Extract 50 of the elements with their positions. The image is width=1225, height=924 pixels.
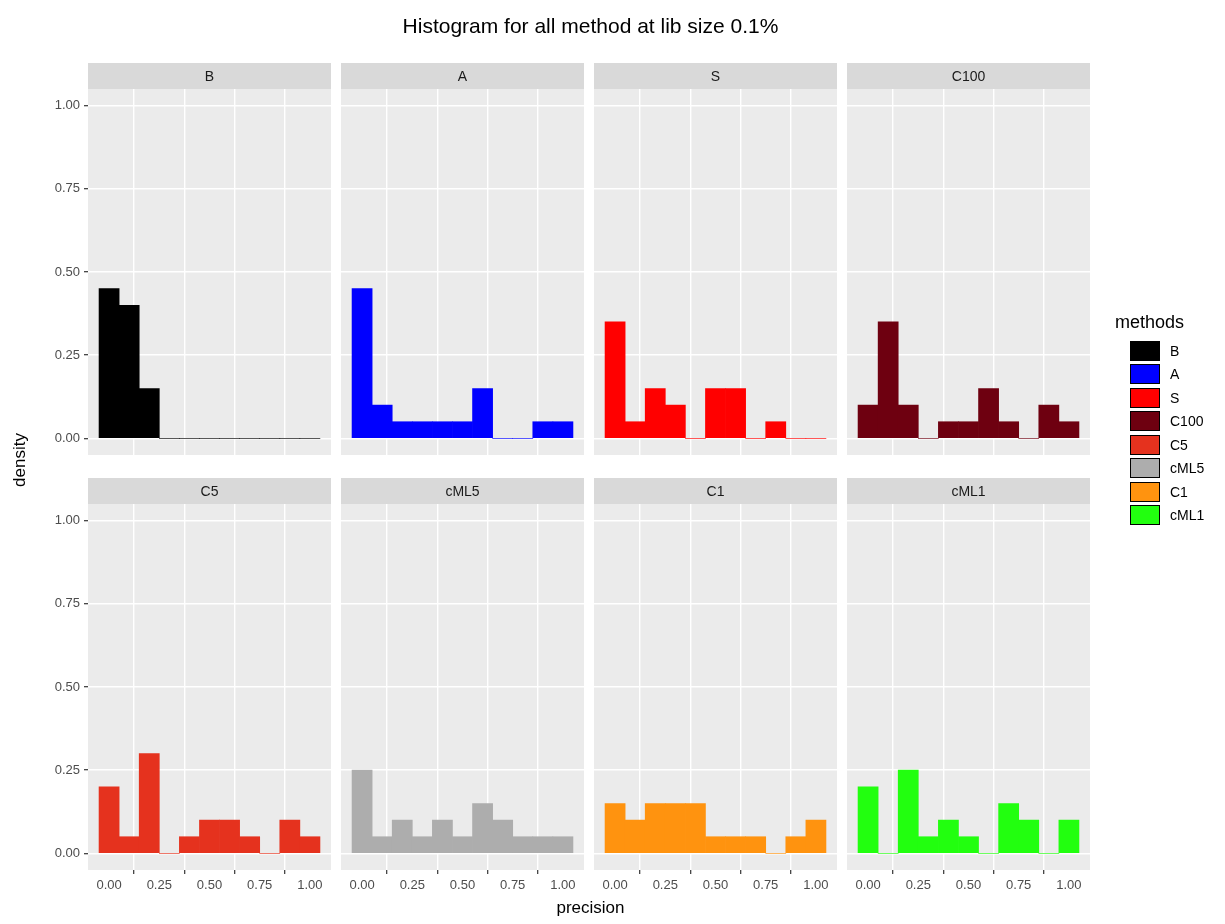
x-tick-label: 0.50 [196,877,223,893]
x-tick-label: 0.75 [753,877,779,893]
x-tick-label: 0.25 [399,877,425,893]
y-tick-label: 1.00 [54,97,80,113]
x-tick-label: 0.50 [955,877,982,893]
text: B [204,68,215,84]
x-tick-label: 0.75 [247,877,273,893]
x-tick-label: 0.00 [96,877,122,893]
text: C5 [200,483,219,499]
legend-label: cML1 [1170,507,1205,524]
text: C1 [706,483,725,499]
x-tick-label: 0.00 [855,877,881,893]
x-tick-label: 1.00 [550,877,576,893]
legend-label: C1 [1170,483,1188,500]
y-tick-label: 0.50 [54,678,80,694]
y-tick-label: 0.00 [54,844,80,860]
text: C100 [951,68,986,84]
x-tick-label: 0.00 [602,877,628,893]
legend-label: C5 [1170,436,1188,453]
legend-label: C100 [1170,413,1204,430]
text: Histogram for all method at lib size 0.1% [401,14,780,38]
y-tick-label: 0.75 [54,180,80,196]
x-tick-label: 0.25 [146,877,172,893]
y-tick-label: 0.75 [54,595,80,611]
text: A [457,68,468,84]
y-tick-label: 0.00 [54,429,80,445]
text: cML1 [951,483,986,499]
x-tick-label: 1.00 [1056,877,1082,893]
x-tick-label: 0.50 [702,877,729,893]
x-tick-label: 0.50 [449,877,476,893]
y-tick-label: 0.25 [54,346,80,362]
legend-label: cML5 [1170,460,1205,477]
x-tick-label: 1.00 [803,877,829,893]
y-axis-title: density [10,432,30,489]
text: precision [555,898,626,918]
x-tick-label: 0.25 [652,877,678,893]
x-tick-label: 0.00 [349,877,375,893]
y-tick-label: 0.50 [54,263,80,279]
x-tick-label: 0.75 [500,877,526,893]
y-tick-label: 0.25 [54,761,80,777]
text: cML5 [445,483,480,499]
legend-label: A [1170,366,1180,383]
x-tick-label: 0.75 [1006,877,1032,893]
x-tick-label: 0.25 [905,877,931,893]
legend-label: B [1170,342,1180,359]
legend-label: S [1170,389,1180,406]
legend-title: methods [1115,312,1186,333]
y-tick-label: 1.00 [54,512,80,528]
text: S [710,68,721,84]
x-tick-label: 1.00 [297,877,323,893]
